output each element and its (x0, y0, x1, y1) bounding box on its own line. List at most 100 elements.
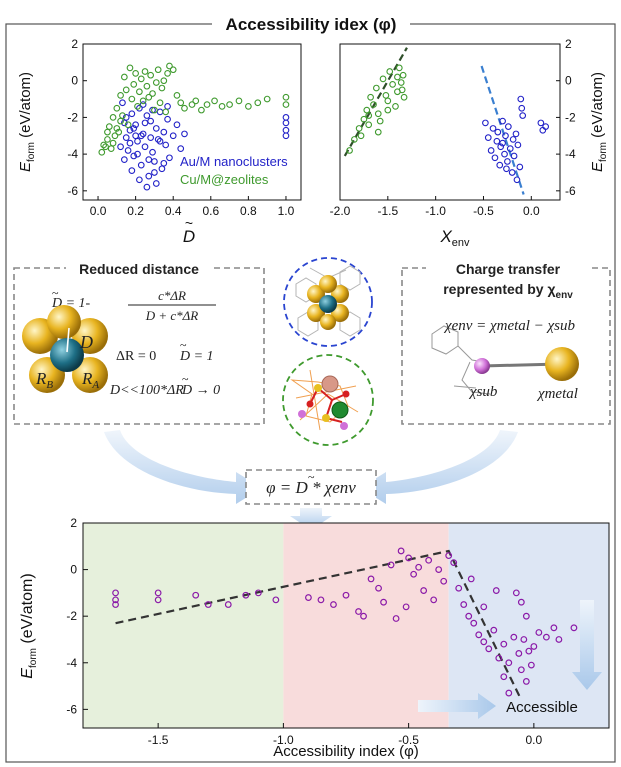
data-point (410, 570, 418, 578)
x-tick-label: -1.0 (425, 204, 446, 218)
data-point (169, 132, 177, 140)
data-point (305, 594, 312, 601)
data-point (154, 136, 162, 143)
data-point (235, 97, 243, 105)
rd-formula-tilde: ~ (52, 286, 59, 300)
data-point (149, 148, 156, 156)
data-point (510, 152, 518, 160)
data-point (107, 145, 115, 152)
data-point (384, 106, 392, 114)
data-point (254, 589, 262, 597)
data-point (502, 132, 509, 140)
data-point (508, 169, 516, 176)
legend-cu: Cu/M@zeolites (180, 172, 269, 187)
data-point (245, 103, 252, 110)
x-tick-label: -0.5 (398, 733, 419, 747)
top-left-xlabel-tilde: ~ (185, 215, 193, 231)
data-point (112, 589, 119, 597)
top-left-ylabel: Eform (eV/atom) (17, 72, 37, 172)
label-chi-metal: χmetal (536, 386, 578, 402)
data-point (177, 99, 185, 107)
data-point (517, 598, 525, 606)
data-point (384, 97, 392, 105)
data-point (514, 141, 522, 149)
data-point (143, 112, 151, 119)
data-point (522, 612, 530, 620)
data-point (192, 591, 200, 599)
data-point (475, 631, 483, 639)
y-tick-label: -2 (67, 110, 78, 124)
data-point (370, 101, 377, 108)
data-point (120, 156, 128, 163)
plot-top-right-points (346, 64, 550, 184)
bottom-xlabel: Accessibility index (φ) (273, 743, 419, 760)
y-tick-label: 0 (565, 74, 572, 88)
data-point (173, 121, 181, 129)
data-point (367, 575, 375, 583)
data-point (151, 169, 158, 176)
data-point (160, 159, 168, 167)
plot-bottom-ticks: -1.5 -1.0 -0.5 0.0 2 0 -2 -4 -6 (66, 516, 542, 747)
data-point (357, 132, 365, 140)
data-point (376, 117, 384, 125)
data-point (499, 117, 506, 125)
data-point (136, 104, 143, 112)
data-point (282, 132, 290, 140)
data-point (162, 108, 170, 116)
reduced-distance-eq1-left: ΔR = 0 (116, 349, 156, 364)
data-point (198, 106, 205, 114)
reduced-distance-formula-num: c*ΔR (158, 288, 186, 303)
teal-center-sphere (319, 295, 337, 313)
data-point (397, 79, 405, 86)
plot-bottom-frame (82, 522, 610, 729)
reduced-distance-eq1-right: D = 1 (179, 349, 214, 364)
data-point (402, 603, 410, 611)
reduced-distance-formula-den: D + c*ΔR (145, 308, 199, 323)
data-point (151, 158, 158, 165)
data-point (550, 624, 558, 632)
gold-sphere (331, 285, 349, 303)
data-point (495, 654, 503, 662)
data-point (525, 647, 533, 655)
gold-sphere (320, 314, 336, 330)
data-point (518, 104, 526, 112)
data-point (166, 154, 173, 162)
data-point (382, 92, 390, 99)
data-point (160, 77, 168, 85)
y-tick-label: 2 (70, 516, 77, 530)
plot-top-left-frame (82, 43, 302, 201)
charge-transfer-title-2: represented by χenv (443, 281, 573, 301)
green-atom (331, 401, 349, 419)
data-point (122, 134, 130, 141)
data-point (122, 114, 130, 121)
data-point (156, 137, 164, 145)
plot-top-right-frame (339, 43, 561, 201)
y-tick-label: -6 (66, 702, 77, 716)
data-point (111, 132, 119, 140)
data-point (516, 163, 524, 171)
data-point (154, 66, 162, 74)
data-point (149, 106, 156, 114)
y-tick-label: -4 (66, 656, 77, 670)
charge-transfer-title-bg (426, 258, 590, 278)
figure-title: Accessibility idex (φ) (226, 15, 397, 34)
reduced-distance-eq2-left: D<<100*ΔR (109, 383, 184, 398)
data-point (104, 128, 111, 136)
cluster-model: D RB RA (22, 305, 108, 393)
data-point (555, 636, 563, 643)
data-point (360, 115, 368, 123)
rd-eq2-tilde: ~ (182, 372, 189, 386)
data-point (535, 629, 543, 636)
data-point (365, 112, 373, 119)
data-point (143, 183, 151, 191)
zeolite-structure-image (282, 354, 374, 446)
data-point (104, 136, 111, 143)
data-point (499, 139, 506, 147)
top-right-ylabel: Eform (eV/atom) (589, 72, 609, 172)
data-point (485, 645, 493, 653)
data-point (126, 64, 134, 72)
data-point (482, 119, 489, 127)
data-point (164, 103, 171, 110)
y-tick-label: 0 (70, 563, 77, 577)
x-tick-label: 1.0 (278, 204, 295, 218)
